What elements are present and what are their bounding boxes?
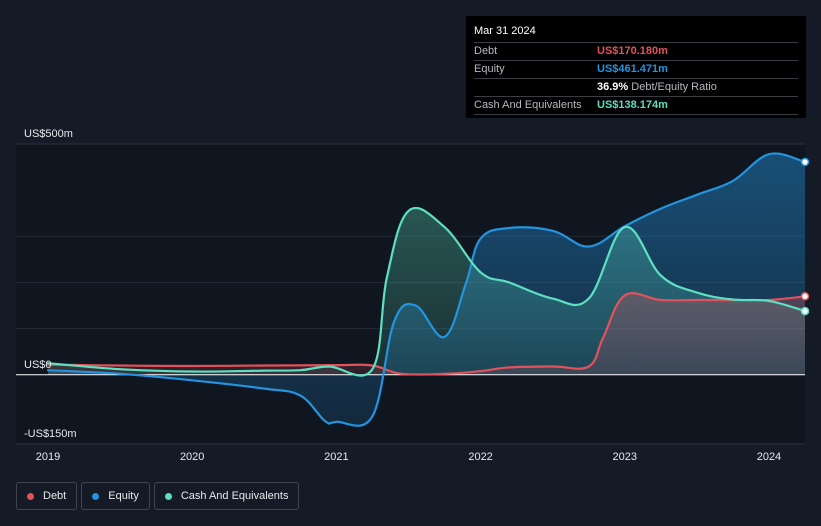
equity-endpoint	[800, 157, 810, 167]
equity-dot-icon	[92, 492, 100, 500]
y-tick-label-1: US$0	[24, 359, 52, 371]
debt-line	[46, 292, 807, 376]
x-tick-label-2: 2021	[324, 451, 348, 463]
legend-item-equity[interactable]: Equity	[81, 482, 150, 510]
tooltip-panel: Mar 31 2024 Debt US$170.180m Equity US$4…	[466, 16, 806, 118]
tooltip-ratio-label: Debt/Equity Ratio	[631, 81, 717, 93]
x-tick-label-0: 2019	[36, 451, 60, 463]
tooltip-equity-label: Equity	[474, 63, 505, 75]
tooltip-row-equity: Equity US$461.471m	[474, 61, 798, 79]
legend-cash-label: Cash And Equivalents	[180, 490, 289, 502]
series-lines	[46, 152, 807, 427]
y-tick-label-2: -US$150m	[24, 428, 77, 440]
x-tick-label-3: 2022	[468, 451, 492, 463]
cash-endpoint	[800, 306, 810, 316]
tooltip-cash-value: US$138.174m	[597, 99, 668, 111]
debt-endpoint	[800, 292, 810, 301]
debt-dot-icon	[27, 492, 34, 500]
series-areas	[48, 153, 805, 426]
legend-item-debt[interactable]: Debt	[16, 482, 78, 510]
x-tick-label-4: 2023	[613, 451, 637, 463]
x-tick-label-1: 2020	[180, 451, 204, 463]
tooltip-date: Mar 31 2024	[474, 24, 798, 43]
tooltip-debt-label: Debt	[474, 45, 498, 57]
x-tick-label-5: 2024	[757, 451, 781, 463]
tooltip-cash-label: Cash And Equivalents	[474, 99, 582, 111]
tooltip-ratio-spacer	[474, 79, 597, 96]
x-axis-labels: 2019 2020 2021 2022 2023 2024	[36, 451, 781, 463]
equity-line	[46, 152, 807, 427]
debt-area	[48, 293, 805, 375]
legend: Debt Equity Cash And Equivalents	[16, 482, 300, 510]
tooltip-debt-value: US$170.180m	[597, 45, 668, 57]
tooltip-ratio-value: 36.9%	[597, 81, 629, 93]
tooltip-equity-value: US$461.471m	[597, 63, 668, 75]
cash-dot-icon	[164, 492, 172, 500]
legend-debt-label: Debt	[43, 490, 67, 502]
series-endpoints	[800, 157, 810, 316]
tooltip-row-ratio: 36.9% Debt/Equity Ratio	[474, 79, 798, 97]
cash-line	[46, 206, 807, 377]
tooltip-row-debt: Debt US$170.180m	[474, 43, 798, 61]
y-tick-label-0: US$500m	[24, 128, 73, 140]
y-axis-labels: US$500m US$0 -US$150m	[24, 128, 77, 440]
legend-equity-label: Equity	[108, 490, 139, 502]
tooltip-row-cash: Cash And Equivalents US$138.174m	[474, 97, 798, 115]
legend-item-cash[interactable]: Cash And Equivalents	[153, 482, 300, 510]
